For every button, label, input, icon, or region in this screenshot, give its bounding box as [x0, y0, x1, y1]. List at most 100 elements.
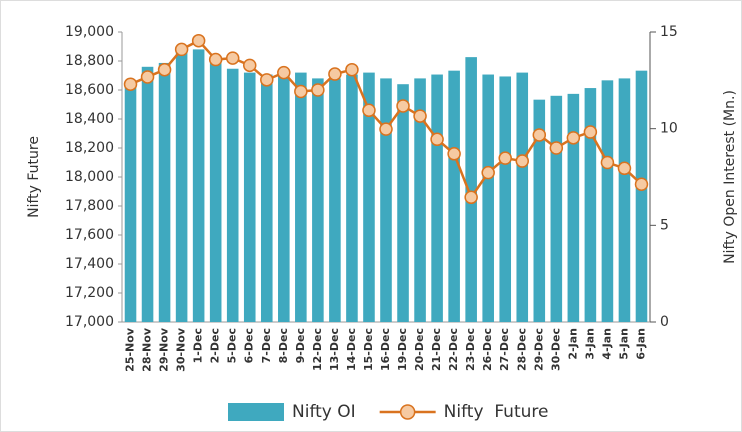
bar: [295, 72, 307, 322]
x-tick-label: 5-Dec: [226, 328, 239, 363]
line-marker: [362, 103, 376, 118]
line-marker: [140, 70, 155, 84]
line-marker: [498, 151, 512, 165]
x-tick-label: 7-Dec: [260, 328, 273, 363]
line-marker: [515, 154, 530, 168]
bar: [601, 80, 614, 322]
x-tick-label: 30-Dec: [549, 328, 562, 371]
x-tick-label: 29-Nov: [158, 327, 171, 372]
x-tick-label: 16-Dec: [379, 328, 392, 371]
x-tick-label: 2-Jan: [566, 328, 579, 360]
x-tick-label: 6-Jan: [634, 328, 647, 360]
y-tick-label: 18,800: [65, 53, 114, 69]
bar: [346, 74, 358, 323]
x-tick-label: 22-Dec: [447, 328, 460, 371]
line-marker: [600, 155, 615, 170]
x-tick-label: 9-Dec: [294, 328, 307, 363]
x-tick-label: 19-Dec: [396, 328, 409, 371]
y-tick-label: 19,000: [65, 24, 114, 40]
y-tick-label: 17,600: [65, 227, 114, 243]
line-marker: [174, 42, 189, 57]
x-tick-label: 5-Jan: [617, 328, 630, 360]
bar: [175, 51, 188, 322]
y2-tick-label: 10: [660, 121, 678, 137]
line-marker: [481, 165, 495, 180]
x-tick-label: 21-Dec: [430, 328, 443, 371]
y2-tick-label: 0: [660, 314, 669, 330]
x-tick-label: 30-Nov: [175, 327, 188, 372]
bar: [448, 70, 460, 323]
bar: [465, 57, 477, 323]
x-tick-label: 8-Dec: [277, 328, 290, 363]
x-tick-label: 23-Dec: [464, 328, 477, 371]
line-marker: [242, 58, 257, 73]
bar: [158, 62, 171, 322]
line-marker: [208, 52, 223, 67]
bar: [618, 78, 631, 323]
line-marker: [123, 77, 138, 91]
bar: [550, 95, 563, 322]
bar: [431, 74, 443, 323]
bar: [312, 78, 324, 323]
y-tick-label: 17,200: [65, 285, 114, 301]
bar: [243, 72, 256, 322]
x-tick-label: 4-Jan: [600, 328, 613, 360]
bar: [380, 78, 392, 323]
x-tick-label: 2-Dec: [209, 328, 222, 363]
bar: [192, 49, 205, 323]
line-marker: [464, 190, 478, 205]
y2-tick-label: 15: [660, 24, 678, 40]
bar: [124, 82, 137, 323]
bar: [414, 78, 426, 323]
x-tick-label: 1-Dec: [192, 328, 205, 363]
x-tick-label: 3-Jan: [583, 328, 596, 360]
y2-tick-label: 5: [660, 217, 669, 233]
x-tick-label: 29-Dec: [532, 328, 545, 371]
x-tick-label: 27-Dec: [498, 328, 511, 371]
x-tick-label: 13-Dec: [328, 328, 341, 371]
line-marker: [634, 177, 649, 191]
legend-label: Nifty Future: [444, 402, 549, 422]
x-tick-label: 28-Nov: [141, 327, 154, 372]
line-marker: [191, 33, 206, 48]
line-marker: [583, 125, 598, 139]
bar: [584, 88, 597, 322]
bar: [482, 74, 494, 323]
line-marker: [294, 84, 308, 99]
line-marker: [532, 128, 547, 142]
y-axis-title: Nifty Future: [26, 136, 42, 218]
bar: [209, 62, 222, 322]
line-marker: [617, 161, 632, 176]
x-tick-label: 12-Dec: [311, 328, 324, 371]
bar: [329, 78, 341, 323]
y2-axis-title: Nifty Open Interest (Mn.): [722, 90, 738, 264]
bar: [635, 70, 648, 323]
bar: [363, 72, 375, 322]
legend-swatch: [228, 403, 284, 421]
bar: [397, 84, 409, 322]
line-marker: [277, 65, 291, 80]
x-tick-label: 20-Dec: [413, 328, 426, 371]
line-marker: [225, 51, 240, 65]
line-marker: [413, 109, 427, 123]
x-tick-label: 14-Dec: [345, 328, 358, 371]
bar: [260, 74, 273, 323]
bar: [567, 93, 580, 322]
line-marker: [430, 132, 444, 147]
line-marker: [328, 67, 342, 81]
bar: [499, 76, 512, 322]
bar: [278, 74, 290, 323]
y-tick-label: 18,200: [65, 140, 114, 156]
x-tick-label: 15-Dec: [362, 328, 375, 371]
x-tick-label: 6-Dec: [243, 328, 256, 363]
legend-marker: [399, 404, 416, 420]
legend-label: Nifty OI: [292, 402, 356, 422]
y-tick-label: 17,000: [65, 314, 114, 330]
line-marker: [260, 73, 274, 87]
y-tick-label: 17,800: [65, 198, 114, 214]
line-marker: [157, 62, 172, 77]
line-marker: [311, 83, 325, 97]
y-tick-label: 18,400: [65, 111, 114, 127]
y-tick-label: 18,600: [65, 82, 114, 98]
